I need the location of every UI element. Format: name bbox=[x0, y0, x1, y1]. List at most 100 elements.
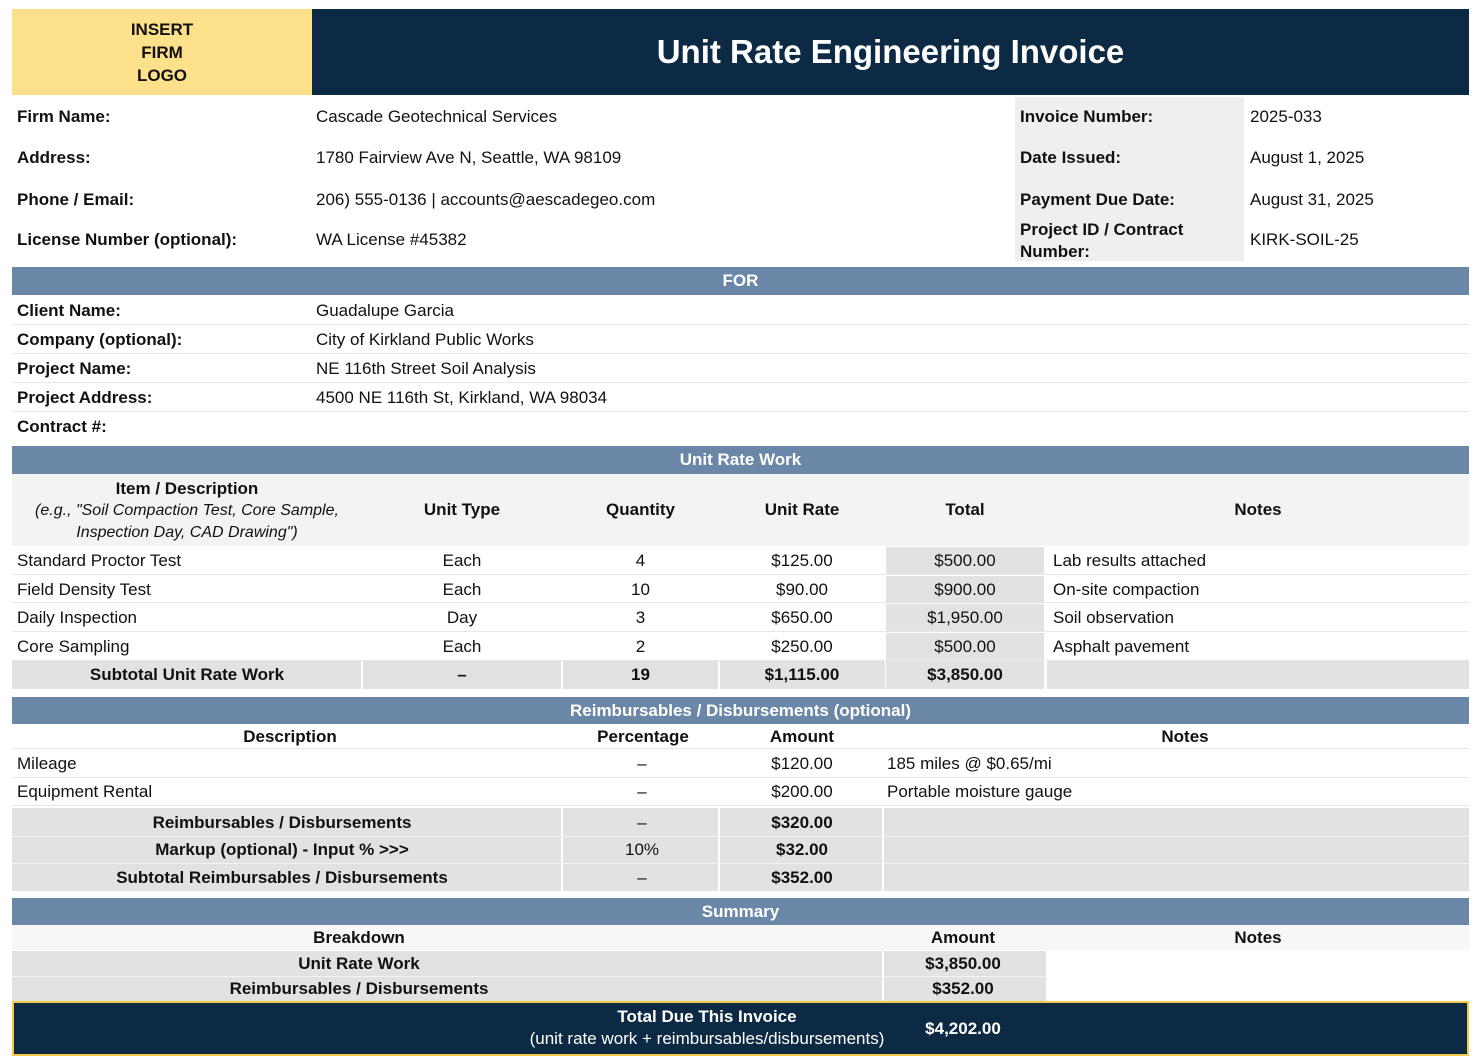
subtotal-total: $3,850.00 bbox=[927, 665, 1003, 684]
reimb-row-percentage[interactable]: – bbox=[637, 754, 647, 773]
table-row-unit-rate[interactable]: $650.00 bbox=[771, 608, 833, 627]
payment-due-value[interactable]: August 31, 2025 bbox=[1250, 190, 1374, 209]
phone-email-label: Phone / Email: bbox=[17, 190, 135, 209]
breakdown-header: Breakdown bbox=[313, 927, 405, 947]
subtotal-reimbursables-label: Subtotal Reimbursables / Disbursements bbox=[116, 867, 448, 887]
firm-logo-placeholder[interactable]: INSERT FIRM LOGO bbox=[12, 9, 312, 95]
table-row-unit-rate[interactable]: $250.00 bbox=[771, 637, 833, 656]
table-row-quantity[interactable]: 3 bbox=[635, 608, 646, 627]
total-header: Total bbox=[945, 500, 985, 519]
row-divider bbox=[12, 976, 1047, 977]
reimbursables-total-percentage: – bbox=[637, 812, 647, 832]
summary-amount-header: Amount bbox=[930, 927, 996, 947]
logo-line-3: LOGO bbox=[136, 65, 188, 85]
subtotal-reimbursables-percentage: – bbox=[637, 867, 647, 887]
project-name-value[interactable]: NE 116th Street Soil Analysis bbox=[316, 359, 536, 378]
table-row-unit-type[interactable]: Each bbox=[442, 580, 482, 599]
company-value[interactable]: City of Kirkland Public Works bbox=[316, 330, 534, 349]
subtotal-unit-rate: $1,115.00 bbox=[764, 665, 840, 684]
table-row-unit-type[interactable]: Each bbox=[442, 551, 482, 570]
for-section-header: FOR bbox=[12, 267, 1469, 295]
table-row-quantity[interactable]: 2 bbox=[635, 637, 646, 656]
notes-header: Notes bbox=[1234, 500, 1282, 519]
table-row-notes[interactable]: Lab results attached bbox=[1053, 551, 1207, 570]
firm-name-value[interactable]: Cascade Geotechnical Services bbox=[316, 107, 557, 126]
reimbursables-total-amount: $320.00 bbox=[771, 812, 833, 832]
row-divider bbox=[12, 750, 1469, 778]
markup-percentage-input[interactable]: 10% bbox=[624, 840, 660, 859]
license-value[interactable]: WA License #45382 bbox=[316, 230, 467, 249]
reimb-row-amount[interactable]: $200.00 bbox=[771, 782, 833, 801]
address-label: Address: bbox=[17, 148, 91, 167]
logo-line-1: INSERT bbox=[130, 19, 194, 39]
row-divider bbox=[12, 778, 1469, 806]
subtotal-cell-bg bbox=[12, 661, 361, 689]
total-due-label-line-1: Total Due This Invoice bbox=[617, 1007, 797, 1026]
firm-name-label: Firm Name: bbox=[17, 107, 111, 126]
subtotal-reimbursables-amount: $352.00 bbox=[771, 867, 833, 887]
subtotal-cell-bg bbox=[720, 661, 885, 689]
summary-table-header bbox=[12, 925, 1469, 950]
client-name-value[interactable]: Guadalupe Garcia bbox=[316, 301, 454, 320]
date-issued-value[interactable]: August 1, 2025 bbox=[1250, 148, 1365, 167]
table-row-quantity[interactable]: 4 bbox=[635, 551, 646, 570]
project-name-label: Project Name: bbox=[17, 359, 132, 378]
table-row-notes[interactable]: On-site compaction bbox=[1053, 580, 1200, 599]
table-row-unit-rate[interactable]: $90.00 bbox=[776, 580, 828, 599]
item-header-hint-1: (e.g., "Soil Compaction Test, Core Sampl… bbox=[35, 502, 339, 519]
unit-rate-header: Unit Rate bbox=[764, 500, 840, 519]
table-row-item[interactable]: Field Density Test bbox=[17, 580, 151, 599]
invoice-meta-label-column bbox=[1015, 97, 1244, 261]
row-divider bbox=[12, 296, 1469, 325]
project-id-label: Project ID / Contract Number: bbox=[1020, 219, 1183, 263]
subtotal-unit-rate-label: Subtotal Unit Rate Work bbox=[89, 665, 285, 684]
date-issued-label: Date Issued: bbox=[1020, 148, 1122, 167]
reimb-totals-notes-bg bbox=[884, 808, 1469, 891]
project-id-label-line-2: Number: bbox=[1020, 242, 1090, 261]
table-row-item[interactable]: Core Sampling bbox=[17, 637, 130, 656]
unit-rate-table-header bbox=[12, 474, 1469, 546]
invoice-number-label: Invoice Number: bbox=[1020, 107, 1154, 126]
project-id-value[interactable]: KIRK-SOIL-25 bbox=[1250, 230, 1359, 249]
table-row-unit-type[interactable]: Each bbox=[442, 637, 482, 656]
contract-value[interactable] bbox=[316, 414, 916, 440]
reimb-row-notes[interactable]: Portable moisture gauge bbox=[887, 782, 1073, 801]
reimb-row-description[interactable]: Equipment Rental bbox=[17, 782, 153, 801]
subtotal-quantity: 19 bbox=[631, 665, 650, 684]
reimb-row-amount[interactable]: $120.00 bbox=[771, 754, 833, 773]
project-address-value[interactable]: 4500 NE 116th St, Kirkland, WA 98034 bbox=[316, 388, 608, 407]
address-value[interactable]: 1780 Fairview Ave N, Seattle, WA 98109 bbox=[316, 148, 622, 167]
logo-line-2: FIRM bbox=[141, 42, 183, 62]
item-header-hint-2: Inspection Day, CAD Drawing") bbox=[76, 524, 298, 541]
client-name-label: Client Name: bbox=[17, 301, 121, 320]
reimb-totals-label-bg bbox=[12, 808, 561, 891]
table-row-item[interactable]: Daily Inspection bbox=[17, 608, 138, 627]
table-row-item[interactable]: Standard Proctor Test bbox=[17, 551, 182, 570]
table-row-unit-rate[interactable]: $125.00 bbox=[771, 551, 833, 570]
invoice-number-value[interactable]: 2025-033 bbox=[1250, 107, 1322, 126]
table-row-total: $500.00 bbox=[886, 547, 1044, 574]
table-row-unit-type[interactable]: Day bbox=[446, 608, 478, 627]
summary-unit-rate-amount: $3,850.00 bbox=[925, 953, 1001, 973]
table-row-notes[interactable]: Soil observation bbox=[1053, 608, 1174, 627]
summary-notes-header: Notes bbox=[1234, 927, 1282, 947]
description-header: Description bbox=[243, 726, 337, 746]
phone-email-value[interactable]: 206) 555-0136 | accounts@aescadegeo.com bbox=[316, 190, 656, 209]
table-row-quantity[interactable]: 10 bbox=[631, 580, 650, 599]
reimb-row-description[interactable]: Mileage bbox=[17, 754, 77, 773]
row-divider bbox=[12, 325, 1469, 354]
table-row-notes[interactable]: Asphalt pavement bbox=[1053, 637, 1190, 656]
reimb-row-notes[interactable]: 185 miles @ $0.65/mi bbox=[887, 754, 1052, 773]
company-label: Company (optional): bbox=[17, 330, 183, 349]
reimbursables-section-header: Reimbursables / Disbursements (optional) bbox=[12, 697, 1469, 724]
reimb-row-percentage[interactable]: – bbox=[637, 782, 647, 801]
license-label: License Number (optional): bbox=[17, 230, 238, 249]
row-divider bbox=[12, 383, 1469, 412]
table-row-total: $1,950.00 bbox=[886, 604, 1044, 631]
row-divider bbox=[12, 575, 1469, 603]
reimb-totals-amount-bg bbox=[720, 808, 882, 891]
reimbursables-table-header bbox=[12, 724, 1469, 749]
subtotal-unit-type: – bbox=[457, 665, 467, 684]
reimbursables-total-label: Reimbursables / Disbursements bbox=[152, 812, 412, 832]
